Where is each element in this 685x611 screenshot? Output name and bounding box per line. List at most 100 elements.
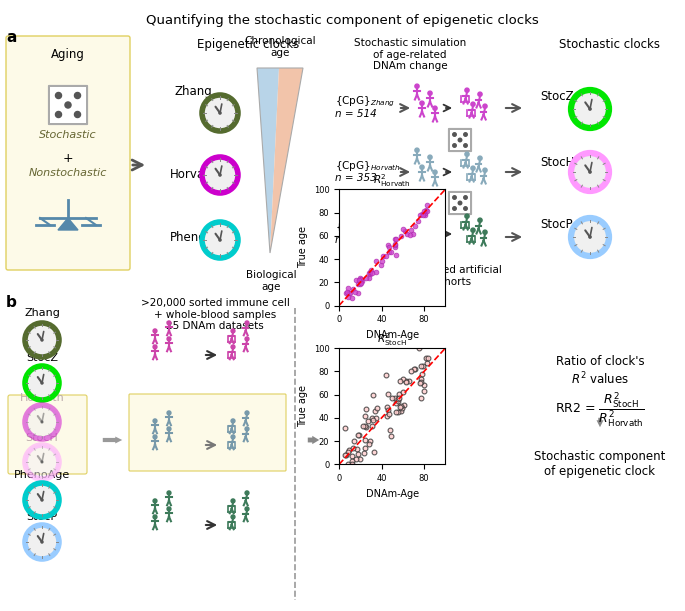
Text: StocP: StocP	[27, 512, 58, 522]
Point	[399, 226, 410, 236]
Point	[416, 369, 427, 379]
Circle shape	[465, 214, 469, 218]
Point	[353, 430, 364, 439]
Point	[364, 269, 375, 279]
Circle shape	[25, 525, 59, 559]
Point	[415, 360, 426, 370]
Circle shape	[483, 168, 487, 172]
Point	[364, 268, 375, 278]
Point	[352, 288, 363, 298]
Circle shape	[571, 153, 609, 191]
Circle shape	[458, 138, 462, 142]
Circle shape	[55, 92, 62, 98]
Point	[361, 422, 372, 431]
Circle shape	[167, 427, 171, 431]
Point	[414, 343, 425, 353]
Point	[421, 207, 432, 216]
Circle shape	[219, 112, 221, 114]
Text: >20,000 sorted immune cell
+ whole-blood samples
25 DNAm datasets: >20,000 sorted immune cell + whole-blood…	[140, 298, 290, 331]
Point	[421, 353, 432, 362]
Point	[376, 257, 387, 266]
Point	[390, 398, 401, 408]
Point	[342, 459, 353, 469]
Circle shape	[231, 435, 235, 439]
Text: RR2 = $\dfrac{R^2_{\mathrm{StocH}}}{R^2_{\mathrm{Horvath}}}$: RR2 = $\dfrac{R^2_{\mathrm{StocH}}}{R^2_…	[555, 390, 645, 429]
Circle shape	[420, 227, 424, 232]
Circle shape	[433, 232, 437, 236]
Point	[393, 393, 403, 403]
Circle shape	[25, 405, 59, 439]
Point	[419, 208, 430, 218]
Point	[406, 225, 416, 235]
Point	[339, 423, 350, 433]
Circle shape	[464, 196, 467, 199]
Circle shape	[231, 419, 235, 423]
Point	[358, 421, 369, 431]
Text: n = 514: n = 514	[335, 109, 377, 119]
Circle shape	[589, 236, 591, 238]
Circle shape	[464, 207, 467, 210]
Text: $\{$CpG$\}_{Zhang}$: $\{$CpG$\}_{Zhang}$	[335, 95, 395, 109]
Point	[397, 224, 408, 234]
Text: Simulated artificial
cohorts: Simulated artificial cohorts	[403, 265, 501, 287]
Circle shape	[245, 491, 249, 495]
Point	[405, 366, 416, 376]
Point	[415, 374, 426, 384]
FancyBboxPatch shape	[449, 192, 471, 214]
Point	[357, 277, 368, 287]
Point	[416, 209, 427, 219]
Point	[346, 459, 357, 469]
Circle shape	[415, 148, 419, 152]
Point	[410, 364, 421, 374]
Text: Epigenetic clocks: Epigenetic clocks	[197, 38, 299, 51]
Circle shape	[465, 88, 469, 92]
Point	[415, 211, 426, 221]
FancyBboxPatch shape	[49, 86, 87, 124]
Text: n = 513: n = 513	[335, 235, 377, 245]
Point	[368, 415, 379, 425]
Point	[396, 406, 407, 416]
Point	[343, 284, 354, 293]
Point	[389, 240, 400, 250]
Point	[368, 390, 379, 400]
Circle shape	[589, 171, 591, 173]
Point	[349, 436, 360, 446]
Point	[347, 444, 358, 453]
Text: $\{$CpG$\}_{Horvath}$: $\{$CpG$\}_{Horvath}$	[335, 159, 401, 173]
Circle shape	[153, 435, 157, 439]
Point	[408, 365, 419, 375]
Text: Horvath: Horvath	[20, 393, 64, 403]
Point	[394, 389, 405, 398]
Point	[389, 393, 400, 403]
Point	[417, 360, 428, 370]
Point	[393, 396, 403, 406]
Point	[377, 251, 388, 260]
Point	[421, 205, 432, 214]
Circle shape	[471, 166, 475, 170]
Circle shape	[153, 329, 157, 333]
Circle shape	[55, 111, 62, 117]
Text: PhenoAge: PhenoAge	[14, 470, 70, 480]
Text: Stochastic: Stochastic	[39, 130, 97, 140]
Circle shape	[571, 90, 609, 128]
Point	[410, 221, 421, 231]
Circle shape	[41, 339, 43, 341]
Circle shape	[464, 144, 467, 147]
Polygon shape	[58, 218, 78, 230]
Point	[342, 287, 353, 297]
Circle shape	[415, 84, 419, 89]
Point	[393, 393, 404, 403]
Point	[365, 268, 376, 277]
Y-axis label: True age: True age	[298, 386, 308, 427]
Circle shape	[153, 499, 157, 503]
Circle shape	[245, 427, 249, 431]
Text: Stochastic clocks: Stochastic clocks	[560, 38, 660, 51]
Text: Ratio of clock's
$R^2$ values: Ratio of clock's $R^2$ values	[556, 355, 645, 387]
Circle shape	[415, 210, 419, 214]
Text: StocH: StocH	[540, 156, 575, 169]
Circle shape	[219, 239, 221, 241]
Circle shape	[153, 515, 157, 519]
Text: StocP: StocP	[540, 219, 573, 232]
Circle shape	[428, 155, 432, 159]
Circle shape	[478, 218, 482, 222]
